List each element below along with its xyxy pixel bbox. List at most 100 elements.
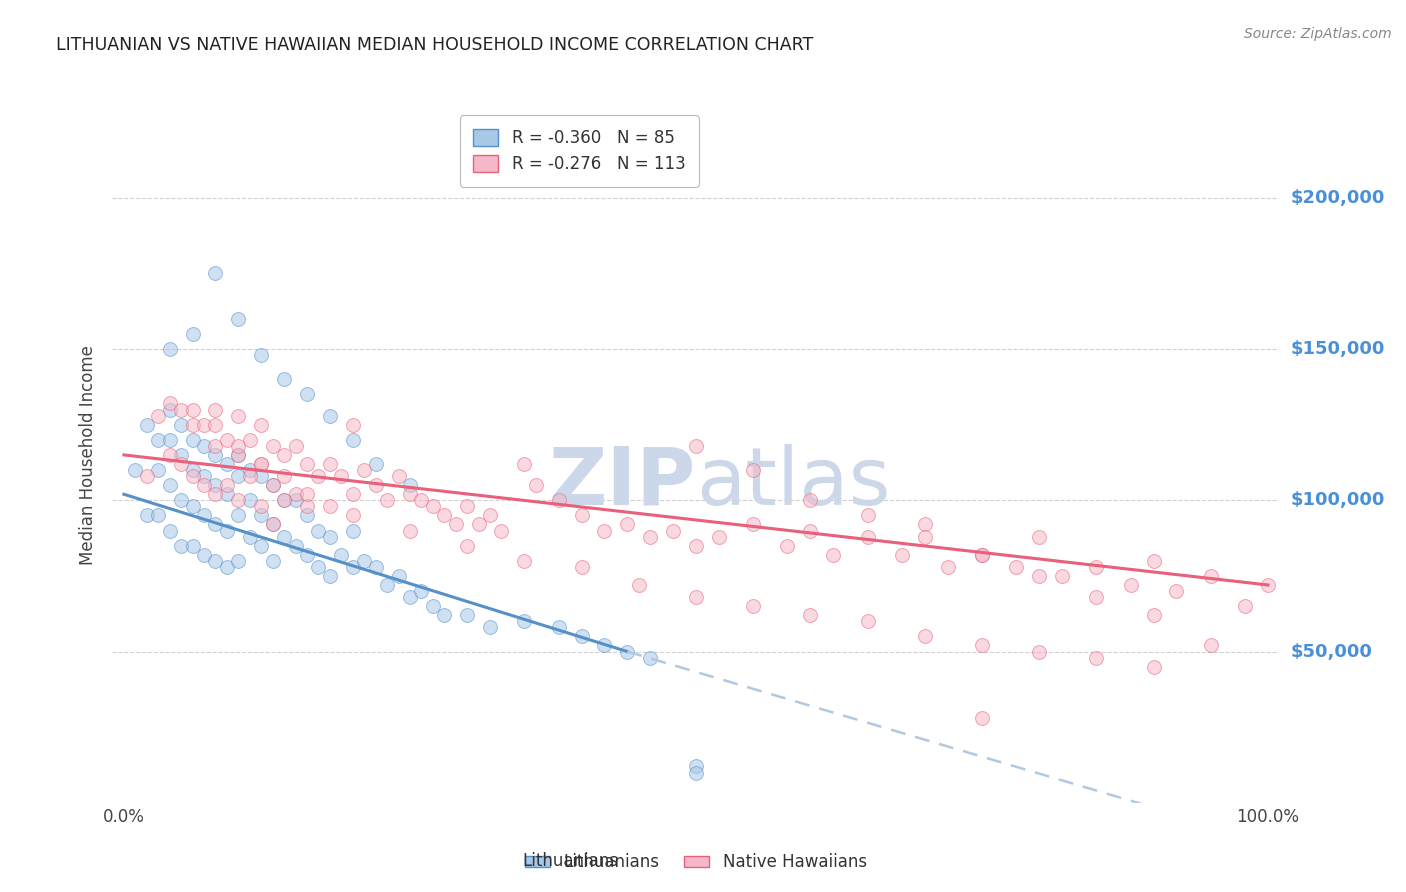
Point (250, 348, 273, 362)
Point (547, 620, 569, 634)
Point (204, 478, 226, 492)
Point (399, 487, 422, 501)
Point (215, 487, 238, 501)
Point (364, 559, 387, 574)
Point (638, 530, 661, 544)
Point (284, 539, 307, 553)
Point (387, 469, 409, 483)
Point (342, 487, 364, 501)
Point (215, 457, 238, 471)
Point (685, 765, 707, 780)
Point (204, 439, 226, 453)
Point (262, 439, 284, 453)
Point (1142, 659, 1164, 673)
Point (228, 493, 250, 508)
Point (1234, 599, 1257, 614)
Point (799, 608, 821, 623)
Point (273, 372, 295, 386)
Point (856, 615, 879, 629)
Point (273, 493, 295, 508)
Point (181, 402, 204, 417)
Point (571, 559, 593, 574)
Point (547, 493, 569, 508)
Point (479, 620, 502, 634)
Point (593, 524, 616, 538)
Point (307, 469, 329, 483)
Point (170, 493, 193, 508)
Point (742, 463, 765, 477)
Point (307, 524, 329, 538)
Point (638, 650, 661, 665)
Point (319, 500, 342, 514)
Point (170, 457, 193, 471)
Point (250, 417, 273, 432)
Point (262, 554, 284, 568)
Point (228, 448, 250, 462)
Point (685, 439, 707, 453)
Point (181, 433, 204, 447)
Point (148, 433, 170, 447)
Point (456, 539, 478, 553)
Point (148, 508, 170, 523)
Point (1028, 569, 1050, 583)
Point (319, 530, 342, 544)
Point (228, 469, 250, 483)
Point (250, 469, 273, 483)
Point (776, 539, 799, 553)
Point (250, 500, 273, 514)
Point (685, 539, 707, 553)
Point (456, 608, 478, 623)
Text: $200,000: $200,000 (1291, 189, 1385, 207)
Point (204, 417, 226, 432)
Point (159, 342, 181, 356)
Point (193, 469, 215, 483)
Point (433, 508, 456, 523)
Point (273, 469, 295, 483)
Point (170, 448, 193, 462)
Point (215, 559, 238, 574)
Point (124, 463, 146, 477)
Point (148, 409, 170, 423)
Point (1119, 578, 1142, 592)
Point (181, 500, 204, 514)
Point (262, 517, 284, 532)
Point (1085, 650, 1108, 665)
Point (491, 524, 513, 538)
Point (467, 517, 489, 532)
Point (685, 759, 707, 773)
Point (181, 326, 204, 341)
Point (1028, 530, 1050, 544)
Point (250, 539, 273, 553)
Point (364, 478, 387, 492)
Point (193, 439, 215, 453)
Point (284, 487, 307, 501)
Point (364, 457, 387, 471)
Point (524, 478, 547, 492)
Point (135, 508, 157, 523)
Y-axis label: Median Household Income: Median Household Income (79, 345, 97, 565)
Point (411, 493, 433, 508)
Point (250, 457, 273, 471)
Point (823, 548, 845, 562)
Point (215, 478, 238, 492)
Point (685, 590, 707, 604)
Point (319, 457, 342, 471)
Point (399, 590, 422, 604)
Point (444, 517, 467, 532)
Point (135, 417, 157, 432)
Point (571, 508, 593, 523)
Point (342, 508, 364, 523)
Point (228, 311, 250, 326)
Text: $150,000: $150,000 (1291, 340, 1385, 358)
Point (433, 608, 456, 623)
Point (856, 508, 879, 523)
Point (1142, 554, 1164, 568)
Point (135, 469, 157, 483)
Point (970, 548, 993, 562)
Text: Source: ZipAtlas.com: Source: ZipAtlas.com (1244, 27, 1392, 41)
Point (204, 267, 226, 281)
Point (914, 517, 936, 532)
Point (204, 402, 226, 417)
Point (204, 554, 226, 568)
Point (1050, 569, 1073, 583)
